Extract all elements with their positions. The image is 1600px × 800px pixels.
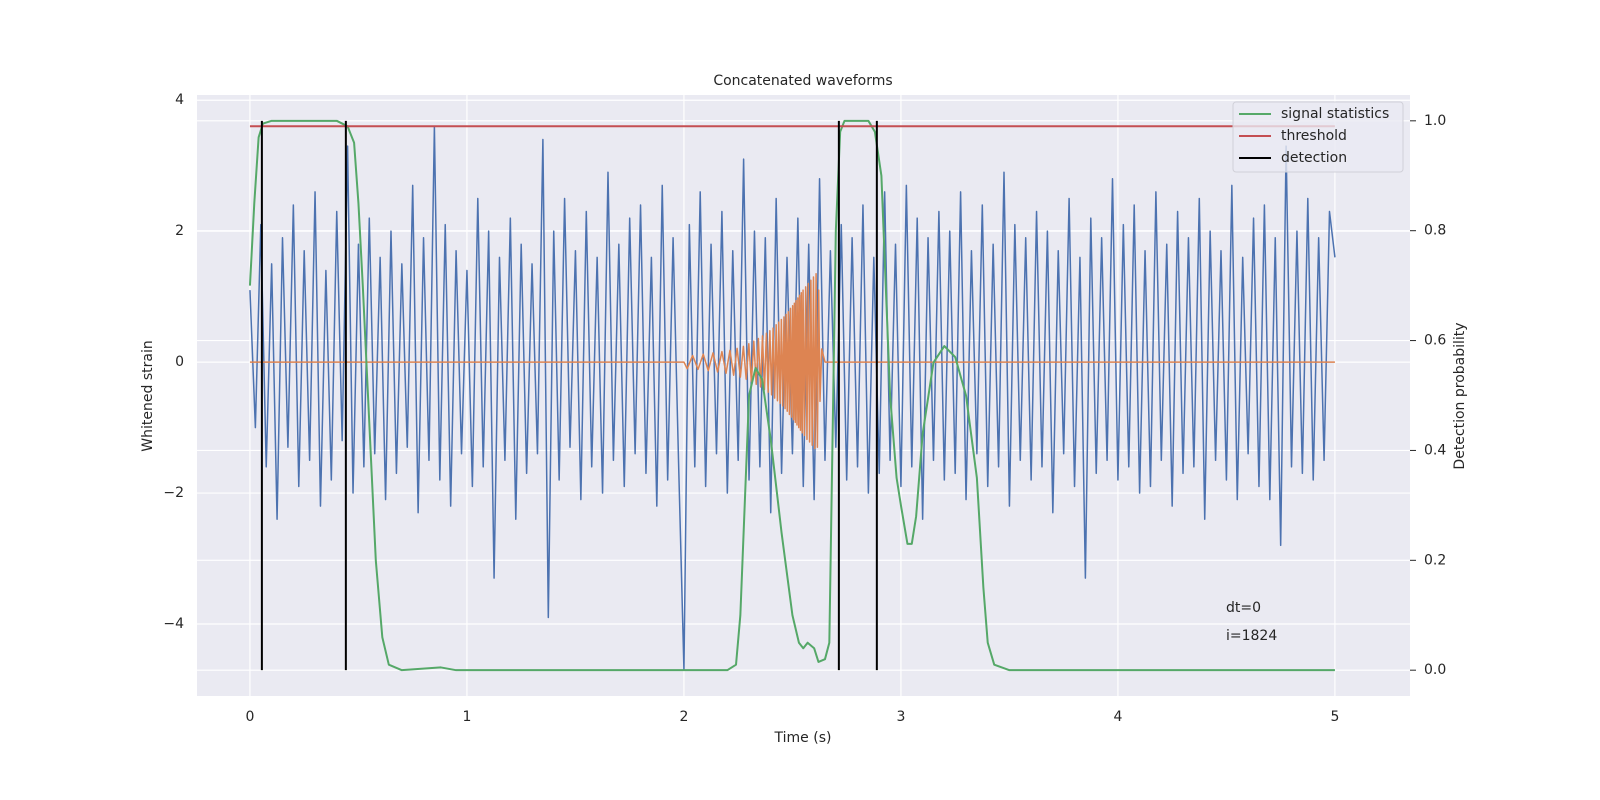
y2-tick-label: 0.2: [1424, 552, 1446, 568]
y-tick-label: 0: [175, 354, 184, 370]
chart-title: Concatenated waveforms: [713, 73, 892, 89]
y-tick-label: −4: [163, 616, 184, 632]
x-tick-label: 4: [1113, 709, 1122, 725]
series-line: [248, 119, 1335, 672]
series-line: [249, 125, 1336, 671]
legend-label: threshold: [1281, 128, 1347, 144]
y-tick-label: 4: [175, 92, 184, 108]
x-tick-label: 5: [1330, 709, 1339, 725]
y-tick-label: −2: [163, 485, 184, 501]
x-tick-label: 2: [679, 709, 688, 725]
x-tick-label: 3: [896, 709, 905, 725]
y2-tick-label: 0.0: [1424, 662, 1446, 678]
y2-tick-label: 0.4: [1424, 442, 1446, 458]
annotation: i=1824: [1226, 628, 1277, 644]
y2-tick-label: 0.8: [1424, 223, 1446, 239]
annotation: dt=0: [1226, 600, 1261, 616]
x-axis-label: Time (s): [774, 730, 832, 746]
legend-label: detection: [1281, 150, 1347, 166]
series-line: [249, 272, 1335, 450]
legend: signal statistics threshold detection: [1232, 101, 1404, 173]
y-axis-label: Whitened strain: [140, 340, 156, 451]
legend-box: [1232, 101, 1404, 173]
y-tick-label: 2: [175, 223, 184, 239]
x-tick-label: 0: [245, 709, 254, 725]
x-tick-label: 1: [462, 709, 471, 725]
marks: [248, 119, 1336, 672]
y2-axis-label: Detection probability: [1452, 322, 1468, 469]
legend-label: signal statistics: [1281, 106, 1389, 122]
y2-tick-label: 0.6: [1424, 333, 1446, 349]
y2-tick-label: 1.0: [1424, 113, 1446, 129]
